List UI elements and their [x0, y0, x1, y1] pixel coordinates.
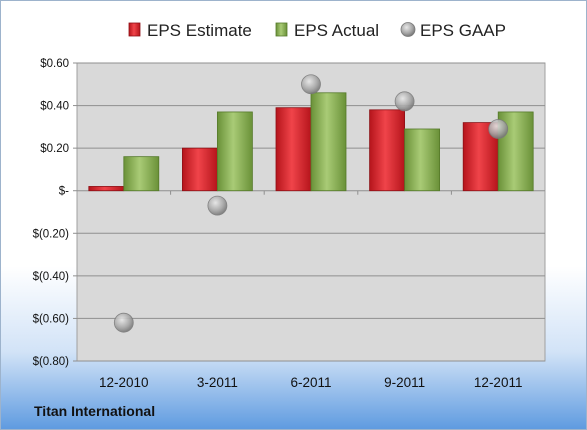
y-tick-label: $0.20	[40, 143, 69, 155]
legend-eps-estimate: EPS Estimate	[128, 21, 252, 40]
y-tick-label: $(0.60)	[33, 313, 70, 325]
legend-swatch	[400, 22, 416, 37]
y-tick-label: $(0.80)	[33, 356, 70, 368]
point-eps-gaap	[207, 195, 228, 216]
legend-eps-actual: EPS Actual	[275, 21, 379, 40]
legend-label: EPS Actual	[294, 21, 379, 40]
y-tick-label: $(0.40)	[33, 271, 70, 283]
y-tick-label: $0.60	[40, 58, 69, 70]
bar-eps-estimate	[369, 109, 406, 192]
y-tick-label: $0.40	[40, 101, 69, 113]
bar-eps-actual	[404, 128, 441, 192]
point-eps-gaap	[394, 91, 415, 112]
point-eps-gaap	[301, 74, 321, 95]
point-eps-gaap	[488, 119, 509, 139]
legend-swatch	[275, 22, 288, 37]
x-tick-label: 9-2011	[384, 375, 425, 390]
point-eps-gaap	[113, 312, 134, 333]
legend-label: EPS Estimate	[147, 21, 252, 40]
x-tick-label: 3-2011	[197, 375, 238, 390]
legend-label: EPS GAAP	[420, 21, 506, 40]
bar-eps-actual	[310, 92, 347, 192]
legend-eps-gaap: EPS GAAP	[400, 21, 506, 40]
bar-eps-estimate	[88, 186, 125, 192]
bar-eps-actual	[123, 156, 160, 192]
y-tick-label: $-	[59, 186, 69, 198]
x-tick-label: 12-2011	[474, 375, 523, 390]
company-name: Titan International	[34, 403, 156, 419]
x-tick-label: 6-2011	[290, 375, 331, 390]
y-tick-label: $(0.20)	[33, 228, 70, 240]
x-tick-label: 12-2010	[99, 375, 149, 390]
bar-eps-estimate	[181, 147, 218, 192]
bar-eps-estimate	[275, 107, 312, 192]
legend-swatch	[128, 22, 141, 37]
bar-eps-actual	[216, 111, 253, 192]
